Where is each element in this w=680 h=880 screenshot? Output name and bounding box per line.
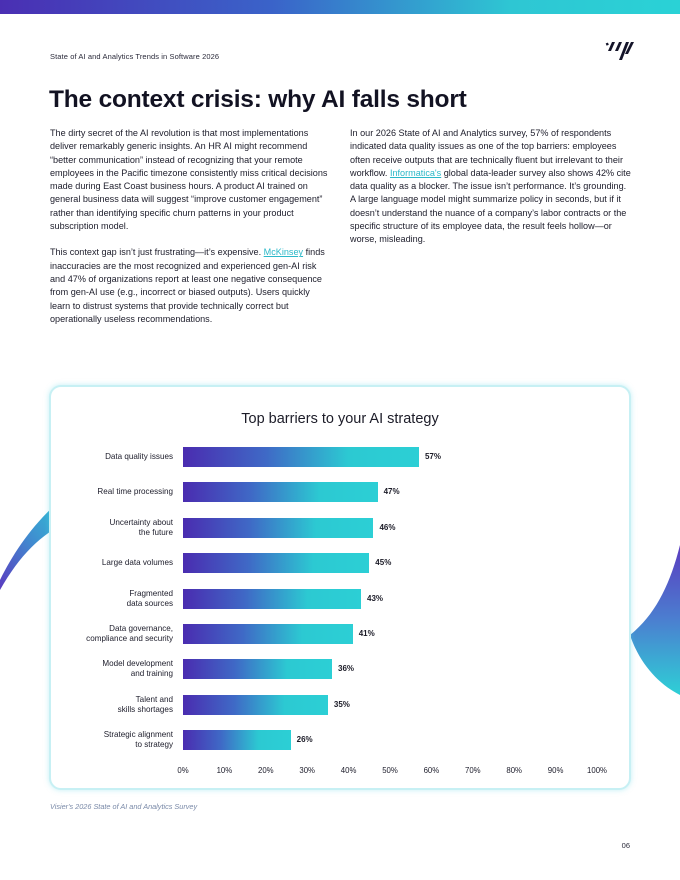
bar (183, 694, 328, 715)
x-axis-tick-label: 10% (216, 766, 233, 775)
bar-category-label: Large data volumes (101, 558, 173, 568)
page-number: 06 (621, 841, 630, 850)
bar-category-label: Model development and training (102, 659, 173, 679)
bar (183, 659, 333, 680)
x-axis-tick-label: 50% (382, 766, 398, 775)
x-axis-tick-label: 100% (587, 766, 607, 775)
informatica-link[interactable]: Informatica's (389, 167, 442, 178)
x-axis-tick-label: 20% (257, 766, 274, 775)
paragraph: This context gap isn’t just frustrating—… (50, 247, 325, 324)
x-axis-tick-label: 30% (299, 766, 315, 775)
x-axis-tick-label: 0% (177, 766, 189, 775)
page-title: The context crisis: why AI falls short (49, 86, 467, 113)
source-caption: Visier's 2026 State of AI and Analytics … (50, 802, 198, 811)
x-axis-tick-label: 40% (340, 766, 357, 775)
bar (183, 553, 370, 574)
bar-value-label: 41% (358, 629, 375, 638)
right-wave-decoration-icon (630, 545, 680, 695)
x-axis-tick-label: 80% (506, 766, 522, 775)
bar (183, 517, 374, 538)
bar-category-label: Data governance, compliance and security (86, 624, 173, 643)
body-column-left: The dirty secret of the AI revolution is… (50, 127, 332, 326)
paragraph: In our 2026 State of AI and Analytics su… (350, 128, 631, 245)
x-axis-tick-label: 60% (423, 766, 440, 775)
x-axis-tick-label: 90% (547, 766, 564, 775)
bar (183, 447, 419, 467)
bar (183, 588, 362, 609)
bar-category-label: Data quality issues (105, 452, 173, 461)
bar-value-label: 43% (367, 593, 384, 603)
bar-category-label: Uncertainty about the future (109, 517, 173, 537)
bar (183, 730, 291, 751)
brand-logo-icon (605, 42, 634, 60)
chart-title: Top barriers to your AI strategy (241, 411, 439, 427)
top-gradient-bar (0, 0, 680, 14)
report-header: State of AI and Analytics Trends in Soft… (50, 52, 220, 61)
bar-value-label: 26% (296, 735, 313, 745)
bar-value-label: 45% (375, 558, 392, 568)
paragraph: The dirty secret of the AI revolution is… (50, 128, 328, 232)
bar-category-label: Real time processing (97, 487, 173, 497)
bar (183, 624, 353, 644)
bar-value-label: 46% (379, 522, 396, 532)
bar-value-label: 47% (383, 487, 400, 497)
bar-value-label: 35% (333, 699, 350, 709)
bar-value-label: 36% (338, 664, 355, 674)
bar-category-label: Fragmented data sources (126, 588, 173, 608)
bar-value-label: 57% (424, 452, 441, 461)
bar-category-label: Talent and skills shortages (117, 694, 173, 714)
mckinsey-link[interactable]: McKinsey (263, 247, 304, 258)
bar (183, 482, 378, 503)
bar-category-label: Strategic alignment to strategy (103, 730, 173, 750)
body-column-right: In our 2026 State of AI and Analytics su… (350, 127, 632, 247)
x-axis-tick-label: 70% (464, 766, 481, 775)
barriers-chart: Top barriers to your AI strategy Data qu… (49, 385, 631, 790)
